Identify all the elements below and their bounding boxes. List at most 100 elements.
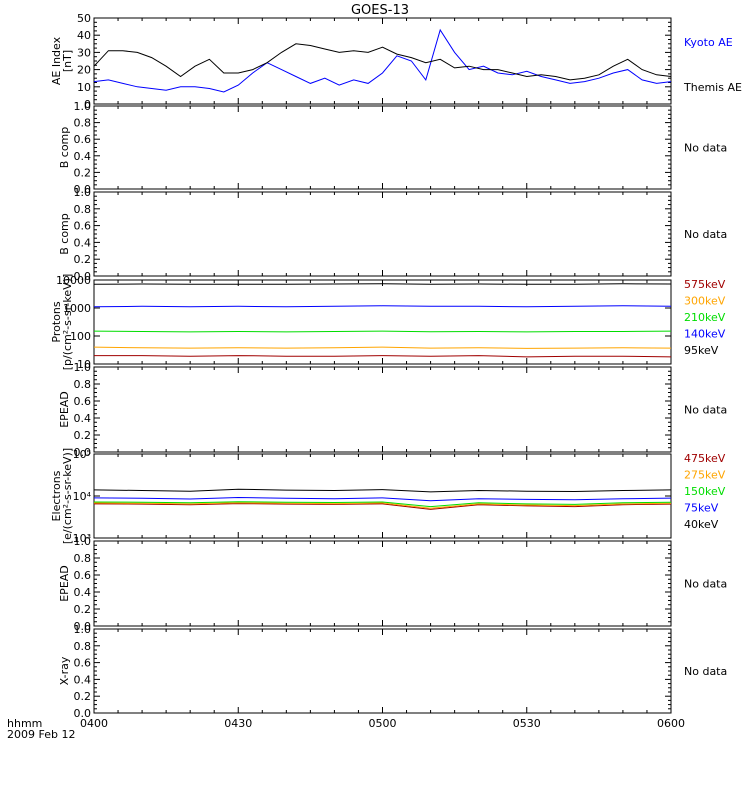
panel-protons: 10 100 1000 10000 Protons[p/(cm²-s-sr-keV)] 5… [50,274,726,371]
y-tick-label: 0.0 [74,620,92,633]
series-line-275kev [93,502,672,509]
y-axis-label: EPEAD [58,391,71,428]
y-axis-label: Electrons [50,470,63,521]
y-tick-label: 1.0 [74,361,92,374]
y-axis-label: B comp [58,213,71,255]
y-tick-label: 30 [77,46,91,59]
series-line-140kev [93,305,672,308]
x-axis: hhmm 2009 Feb 12 0400 0430 0500 0530 0600 [7,717,685,741]
y-axis-label: EPEAD [58,565,71,602]
y-tick-label: 0.6 [74,220,92,233]
series-line-40kev [93,488,672,493]
panel-ae: 0 10 20 30 40 50 AE Index[nT] Kyoto AE Themis AE [50,12,742,111]
y-tick-label: 0.2 [74,690,92,703]
y-tick-label: 1.0 [74,535,92,548]
y-tick-label: 0.4 [74,412,92,425]
panel-frame [93,540,672,627]
legend-entry: 210keV [684,311,726,324]
y-tick-label: 10⁴ [73,490,92,503]
x-tick-label: 0400 [80,717,108,730]
panel-bcomp2: 0.0 0.2 0.4 0.6 0.8 1.0 B comp No data [58,186,727,283]
y-tick-label: 10000 [56,274,91,287]
panel-epead1: 0.0 0.2 0.4 0.6 0.8 1.0 EPEAD No data [58,361,727,459]
y-tick-label: 0.0 [74,270,92,283]
no-data-label: No data [684,578,727,591]
y-tick-label: 1.0 [74,100,92,113]
legend-entry: 140keV [684,328,726,341]
no-data-label: No data [684,404,727,417]
series-line-210kev [93,330,672,333]
y-tick-label: 0.6 [74,657,92,670]
y-axis-label: [nT] [61,50,74,72]
panels-group: 0 10 20 30 40 50 AE Index[nT] Kyoto AE Themis AE… [50,12,742,720]
y-axis-label: Protons [50,301,63,342]
y-tick-label: 0 [84,98,91,111]
series-line-75kev [93,496,672,502]
y-axis-label: AE Index [50,36,63,85]
y-tick-label: 0.2 [74,253,92,266]
legend-entry: Themis AE [683,81,742,94]
y-tick-label: 0.0 [74,183,92,196]
series-line-575kev [94,355,672,358]
series-line-themis-ae [93,43,672,81]
x-tick-label: 0530 [513,717,541,730]
y-tick-label: 0.6 [74,569,92,582]
y-tick-label: 0.4 [74,236,92,249]
y-tick-label: 0.2 [74,603,92,616]
legend-entry: 275keV [684,469,726,482]
y-tick-label: 10 [77,81,91,94]
panel-frame [93,366,672,453]
y-tick-label: 100 [70,330,91,343]
no-data-label: No data [684,142,727,155]
legend-entry: 95keV [684,344,719,357]
panel-frame [93,105,672,190]
y-tick-label: 0.0 [74,707,92,720]
y-tick-label: 40 [77,29,91,42]
legend-entry: 575keV [684,278,726,291]
legend-entry: 75keV [684,502,719,515]
y-tick-label: 1.0 [74,186,92,199]
y-axis-label: [p/(cm²-s-sr-keV)] [61,274,74,371]
y-axis-label: X-ray [58,656,71,685]
panel-electrons: 10³ 10⁴ 10⁵ Electrons[e/(cm²-s-sr-keV)] 475k… [50,448,726,545]
legend-entry: 150keV [684,485,726,498]
x-tick-label: 0500 [369,717,397,730]
y-tick-label: 1000 [63,302,91,315]
series-line-300kev [93,346,672,349]
legend-entry: 300keV [684,295,726,308]
panel-frame [93,453,672,539]
x-tick-label: 0600 [657,717,685,730]
series-line-475kev [93,503,672,510]
y-tick-label: 20 [77,64,91,77]
y-tick-label: 10 [77,358,91,371]
y-tick-label: 0.6 [74,133,92,146]
series-line-95kev [93,283,672,285]
panel-frame [93,628,672,714]
y-tick-label: 10³ [73,532,91,545]
y-tick-label: 0.2 [74,166,92,179]
y-tick-label: 1.0 [74,623,92,636]
y-tick-label: 0.8 [74,552,92,565]
panel-frame [93,191,672,277]
panel-frame [93,17,672,105]
panel-xray: 0.0 0.2 0.4 0.6 0.8 1.0 X-ray No data [58,623,727,720]
series-line-150kev [93,501,672,508]
y-tick-label: 0.2 [74,429,92,442]
series-line-kyoto-ae [93,28,672,93]
y-tick-label: 0.4 [74,586,92,599]
y-tick-label: 0.8 [74,117,92,130]
y-tick-label: 0.6 [74,395,92,408]
y-tick-label: 0.8 [74,378,92,391]
chart-title: GOES-13 [351,3,409,18]
y-tick-label: 10⁵ [73,448,91,461]
panel-bcomp1: 0.0 0.2 0.4 0.6 0.8 1.0 B comp No data [58,100,727,196]
legend-entry: Kyoto AE [684,36,733,49]
no-data-label: No data [684,665,727,678]
y-tick-label: 50 [77,12,91,25]
y-axis-label: [e/(cm²-s-sr-keV)] [61,448,74,544]
y-tick-label: 0.4 [74,673,92,686]
y-tick-label: 0.8 [74,640,92,653]
panel-epead2: 0.0 0.2 0.4 0.6 0.8 1.0 EPEAD No data [58,535,727,633]
x-axis-date: 2009 Feb 12 [7,728,75,741]
